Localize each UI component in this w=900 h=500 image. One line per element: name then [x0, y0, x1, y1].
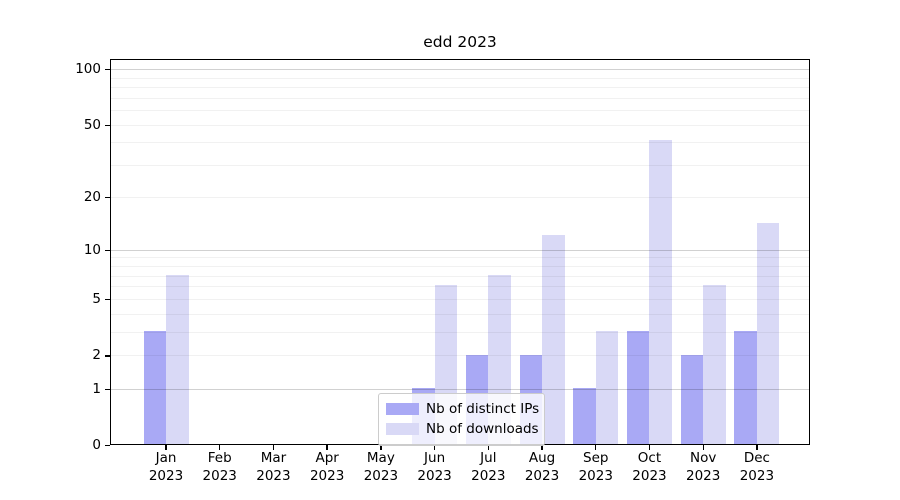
- chart-title: edd 2023: [423, 33, 497, 51]
- y-tick-mark: [105, 299, 110, 301]
- y-tick-label: 10: [83, 241, 101, 258]
- y-tick-label: 0: [92, 437, 101, 453]
- y-tick-mark: [105, 445, 110, 447]
- y-tick-label: 1: [92, 380, 101, 397]
- y-tick-mark: [105, 355, 110, 357]
- bar-ips-oct: [626, 331, 650, 444]
- gridline-minor: [111, 257, 809, 259]
- x-tick-label: Sep 2023: [578, 450, 613, 484]
- bar-downloads-oct: [649, 139, 672, 444]
- x-tick-label: Aug 2023: [524, 450, 560, 484]
- x-tick-label: Mar 2023: [256, 450, 291, 484]
- bar-downloads-jan: [166, 274, 189, 444]
- bar-downloads-dec: [756, 223, 780, 444]
- x-tick-mark: [326, 445, 328, 450]
- x-tick-label: Jan 2023: [148, 450, 184, 484]
- y-tick-mark: [105, 124, 110, 127]
- grid-layer: [111, 60, 809, 444]
- y-tick-label: 20: [83, 188, 101, 205]
- gridline-minor: [111, 165, 809, 167]
- gridline-minor: [111, 265, 809, 267]
- gridline-minor: [111, 332, 809, 334]
- gridline-minor: [111, 142, 809, 144]
- x-tick-mark: [756, 445, 758, 450]
- y-tick-mark: [105, 249, 110, 252]
- x-tick-mark: [380, 445, 382, 450]
- bar-downloads-aug: [542, 235, 565, 444]
- x-tick-mark: [541, 445, 543, 450]
- x-tick-mark: [648, 445, 651, 450]
- legend-swatch-distinct-ips: [386, 403, 419, 415]
- bar-ips-sep: [573, 387, 596, 444]
- bar-downloads-sep: [595, 331, 619, 444]
- bar-ips-nov: [680, 354, 704, 444]
- gridline-minor: [111, 286, 809, 288]
- bar-downloads-nov: [703, 285, 726, 444]
- x-tick-label: Jun 2023: [417, 450, 452, 484]
- x-tick-label: Dec 2023: [739, 450, 775, 484]
- legend-swatch-downloads: [386, 423, 419, 435]
- gridline-minor: [111, 355, 809, 357]
- x-tick-mark: [595, 445, 597, 450]
- bar-ips-dec: [734, 331, 757, 444]
- gridline-minor: [111, 86, 809, 88]
- gridline-major: [111, 249, 809, 251]
- y-tick-mark: [105, 69, 110, 71]
- x-tick-label: Feb 2023: [202, 450, 237, 484]
- plot-area: [110, 59, 810, 445]
- x-tick-label: Apr 2023: [309, 450, 345, 484]
- legend-label: Nb of distinct IPs: [426, 401, 540, 417]
- bar-ips-jan: [143, 331, 166, 444]
- gridline-minor: [111, 77, 809, 79]
- x-tick-mark: [487, 445, 489, 450]
- y-tick-label: 50: [83, 116, 101, 133]
- gridline-minor: [111, 275, 809, 277]
- gridline-minor: [111, 313, 809, 315]
- gridline-major: [111, 388, 809, 390]
- x-tick-label: May 2023: [363, 450, 399, 484]
- gridline-minor: [111, 124, 809, 126]
- x-tick-mark: [272, 445, 275, 450]
- legend: Nb of distinct IPs Nb of downloads: [378, 393, 545, 446]
- gridline-minor: [111, 196, 809, 198]
- y-tick-label: 5: [92, 291, 101, 308]
- legend-item-distinct-ips: Nb of distinct IPs: [386, 399, 540, 419]
- x-tick-mark: [165, 445, 167, 450]
- x-tick-mark: [433, 445, 436, 450]
- x-tick-label: Jul 2023: [471, 450, 506, 484]
- x-tick-label: Nov 2023: [686, 450, 721, 484]
- gridline-minor: [111, 299, 809, 301]
- gridline-minor: [111, 110, 809, 112]
- y-tick-mark: [105, 196, 110, 199]
- legend-item-downloads: Nb of downloads: [386, 419, 539, 439]
- y-tick-label: 2: [92, 347, 101, 364]
- x-tick-mark: [702, 445, 704, 450]
- x-tick-label: Oct 2023: [632, 450, 667, 484]
- x-tick-mark: [219, 445, 221, 450]
- y-tick-mark: [105, 388, 110, 390]
- legend-label: Nb of downloads: [426, 421, 539, 437]
- gridline-minor: [111, 97, 809, 99]
- gridline-major: [111, 69, 809, 70]
- y-tick-label: 100: [75, 61, 101, 77]
